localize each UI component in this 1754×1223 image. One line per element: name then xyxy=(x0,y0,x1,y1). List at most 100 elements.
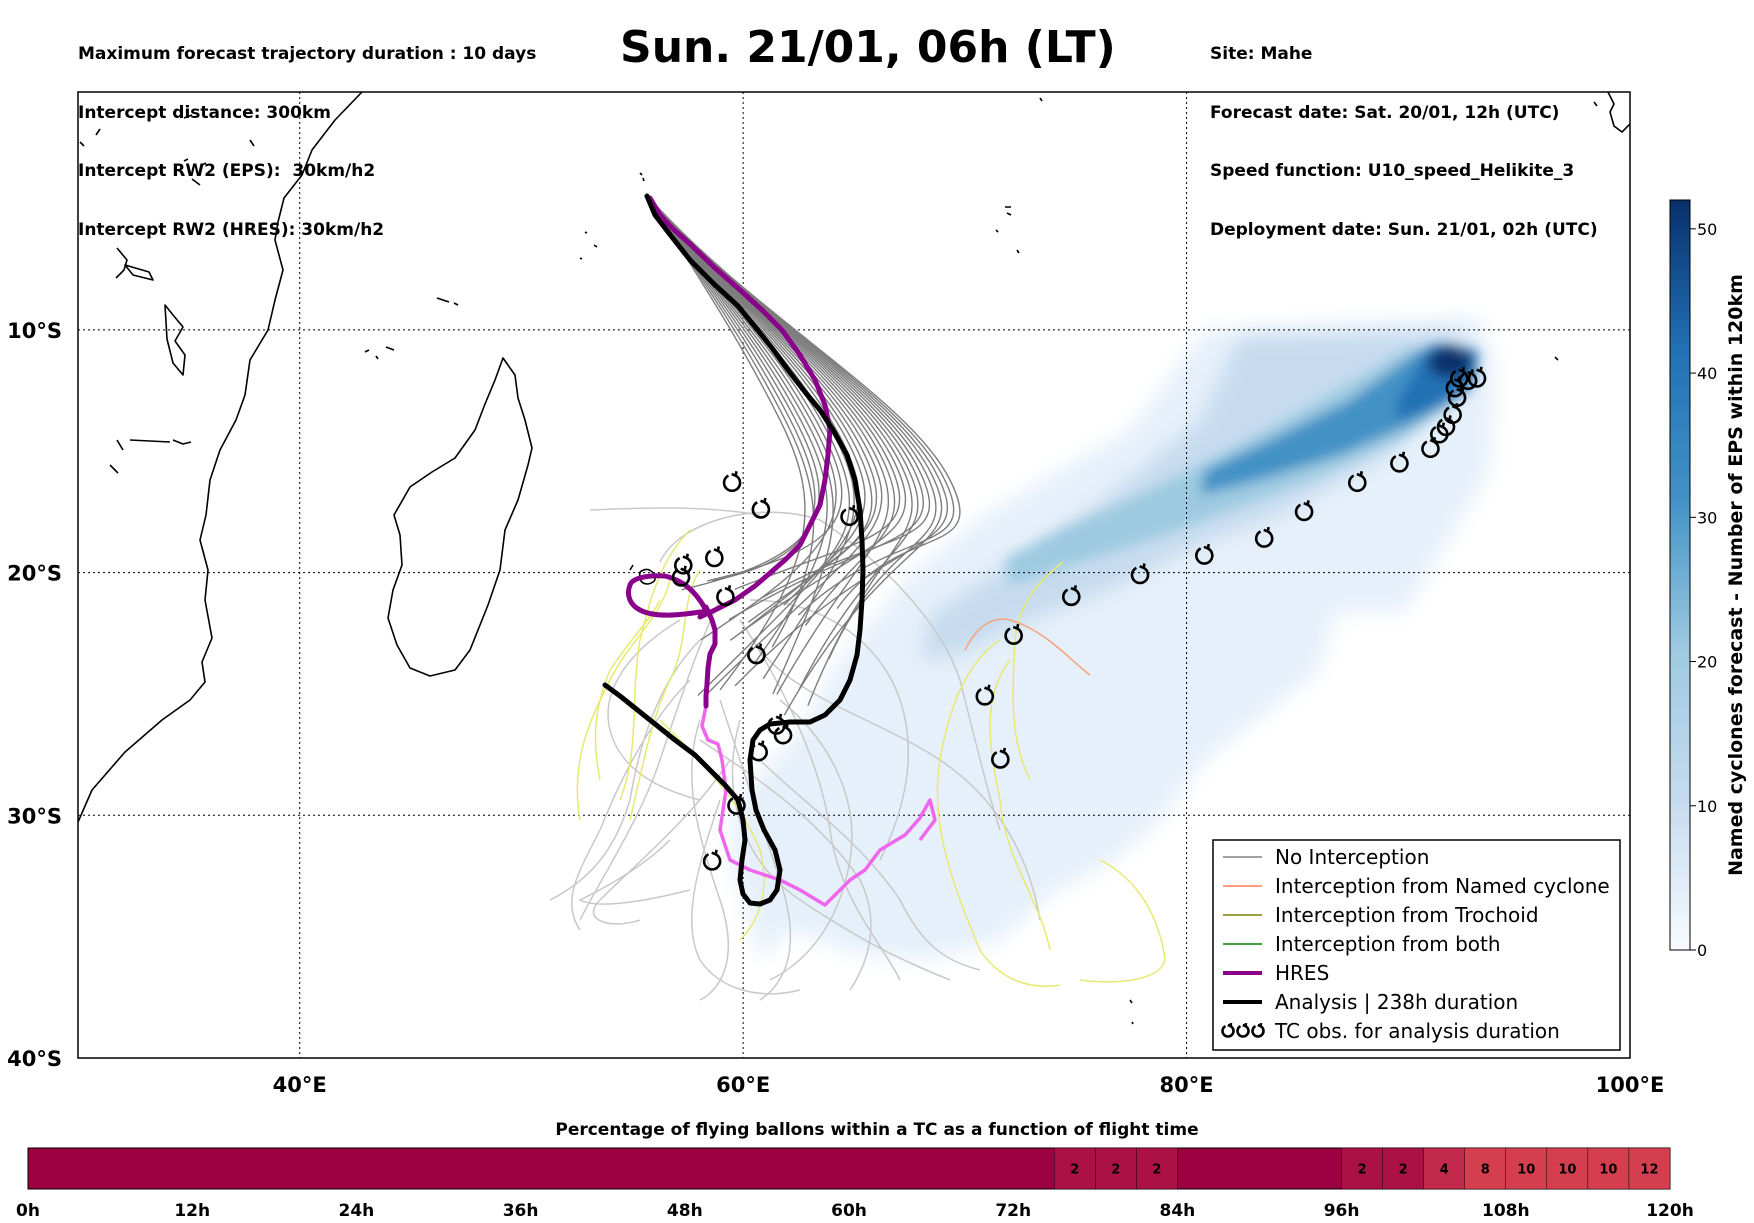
map-title: Sun. 21/01, 06h (LT) xyxy=(620,22,1116,73)
light-traj-3 xyxy=(549,639,701,901)
percentage-cell-value-8: 10 xyxy=(1517,1163,1535,1178)
percentage-cell-10 xyxy=(1587,1147,1630,1190)
percentage-cell-7 xyxy=(1464,1147,1506,1190)
lat-label-20s: 20°S xyxy=(7,562,62,586)
percentage-tick-24h: 24h xyxy=(339,1201,375,1221)
percentage-cell-value-7: 8 xyxy=(1481,1163,1490,1178)
yellow-traj-3 xyxy=(1079,859,1166,983)
percentage-tick-120h: 120h xyxy=(1646,1201,1694,1221)
percentage-bar-ticks: 0h 12h 24h 36h 48h 60h 72h 84h 96h 108h 120h xyxy=(16,1201,1694,1221)
percentage-tick-72h: 72h xyxy=(995,1201,1031,1221)
lat-label-10s: 10°S xyxy=(7,319,62,343)
cyclone-density-field xyxy=(730,318,1495,960)
legend-box xyxy=(1212,839,1621,1051)
grey-traj-1 xyxy=(648,197,806,691)
lat-label-40s: 40°S xyxy=(7,1047,62,1071)
percentage-tick-36h: 36h xyxy=(503,1201,539,1221)
light-traj-2 xyxy=(579,599,721,921)
header-right-line-1: Site: Mahe xyxy=(1210,44,1313,64)
colorbar-tick-label-20: 20 xyxy=(1697,653,1717,672)
light-traj-4 xyxy=(739,619,901,981)
named-cyclone-interception-traj xyxy=(964,618,1091,676)
colorbar-tick-label-10: 10 xyxy=(1697,797,1717,816)
tc-obs-marker-14 xyxy=(1195,543,1214,565)
header-left-info: Maximum forecast trajectory duration : 1… xyxy=(78,6,536,260)
coastlines xyxy=(78,92,1630,1025)
header-left-line-1: Maximum forecast trajectory duration : 1… xyxy=(78,44,537,64)
grey-traj-6 xyxy=(648,197,834,695)
colorbar-title: Named cyclones forecast - Number of EPS … xyxy=(1725,274,1747,876)
grey-traj-16 xyxy=(648,197,890,695)
tc-obs-marker-22 xyxy=(840,504,859,526)
grey-traj-12 xyxy=(648,197,866,634)
percentage-cell-1 xyxy=(1054,1147,1096,1190)
percentage-tick-84h: 84h xyxy=(1160,1201,1196,1221)
yellow-traj-4 xyxy=(629,569,701,821)
seychelles-islands xyxy=(79,92,1630,1025)
legend-label-tc-obs: TC obs. for analysis duration xyxy=(1274,1019,1560,1043)
tc-obs-marker-11 xyxy=(1348,471,1367,492)
percentage-bar: Percentage of flying ballons within a TC… xyxy=(16,1120,1694,1221)
percentage-cell-6 xyxy=(1423,1147,1465,1190)
light-traj-12 xyxy=(592,759,731,925)
tc-obs-marker-19 xyxy=(991,747,1010,769)
percentage-cell-value-2: 2 xyxy=(1111,1163,1120,1178)
percentage-tick-96h: 96h xyxy=(1324,1201,1360,1221)
percentage-cell-value-4: 2 xyxy=(1358,1163,1367,1178)
grey-traj-11 xyxy=(648,197,860,697)
percentage-bar-title: Percentage of flying ballons within a TC… xyxy=(555,1120,1198,1140)
lon-label-60e: 60°E xyxy=(716,1073,770,1097)
grey-traj-18 xyxy=(648,197,901,590)
map-frame xyxy=(77,91,1631,1059)
light-traj-13 xyxy=(749,599,910,861)
tc-obs-marker-31 xyxy=(727,793,746,815)
percentage-cell-value-6: 4 xyxy=(1440,1163,1449,1178)
tc-obs-marker-7 xyxy=(1436,415,1456,437)
lon-label-40e: 40°E xyxy=(273,1073,327,1097)
percentage-cell-value-11: 12 xyxy=(1640,1163,1658,1178)
tc-observation-markers xyxy=(671,366,1487,871)
hres-pink-tail xyxy=(700,705,937,907)
grey-traj-15 xyxy=(648,197,883,694)
percentage-tick-60h: 60h xyxy=(831,1201,867,1221)
tc-obs-marker-16 xyxy=(1061,585,1081,607)
legend-label-both: Interception from both xyxy=(1275,932,1501,956)
header-left-line-2: Intercept distance: 300km xyxy=(78,102,331,123)
grey-traj-3 xyxy=(648,197,816,582)
yellow-traj-6 xyxy=(594,599,661,781)
tc-obs-marker-4 xyxy=(1445,376,1465,398)
madagascar-coast xyxy=(387,357,533,677)
tc-obs-marker-20 xyxy=(722,471,742,492)
percentage-cell-11 xyxy=(1628,1147,1671,1190)
light-traj-9 xyxy=(731,719,951,981)
percentage-cell-value-10: 10 xyxy=(1599,1163,1617,1178)
colorbar-tick-label-50: 50 xyxy=(1697,220,1717,239)
lon-label-80e: 80°E xyxy=(1160,1073,1214,1097)
reunion-island xyxy=(629,564,634,571)
lon-label-100e: 100°E xyxy=(1596,1073,1665,1097)
percentage-cell-3 xyxy=(1136,1147,1178,1190)
tc-obs-marker-24 xyxy=(705,546,724,568)
yellow-traj-7 xyxy=(936,639,1061,987)
legend-label-hres: HRES xyxy=(1275,961,1329,985)
colorbar-tick-label-30: 30 xyxy=(1697,508,1717,527)
tc-obs-marker-1 xyxy=(1449,366,1469,388)
colorbar-gradient xyxy=(1669,199,1691,951)
map-legend: No Interception Interception from Named … xyxy=(1212,839,1621,1051)
tc-obs-marker-27 xyxy=(747,643,766,665)
colorbar-tick-label-0: 0 xyxy=(1697,941,1707,960)
grey-traj-28 xyxy=(648,197,961,610)
light-traj-16 xyxy=(690,799,801,995)
tc-obs-marker-12 xyxy=(1294,500,1314,522)
colorbar-ticks: 0 10 20 30 40 50 xyxy=(1690,220,1717,960)
percentage-cell-value-3: 2 xyxy=(1152,1163,1161,1178)
percentage-cell-8 xyxy=(1505,1147,1548,1190)
analysis-trajectory xyxy=(602,193,866,907)
tc-obs-marker-legend-2 xyxy=(1236,1022,1250,1038)
hres-trajectory xyxy=(625,195,833,709)
tc-obs-marker-30 xyxy=(749,740,768,762)
tc-obs-marker-26 xyxy=(716,585,735,607)
tc-obs-marker-13 xyxy=(1254,526,1274,548)
tc-obs-marker-17 xyxy=(1004,623,1023,645)
light-traj-18 xyxy=(759,759,981,971)
